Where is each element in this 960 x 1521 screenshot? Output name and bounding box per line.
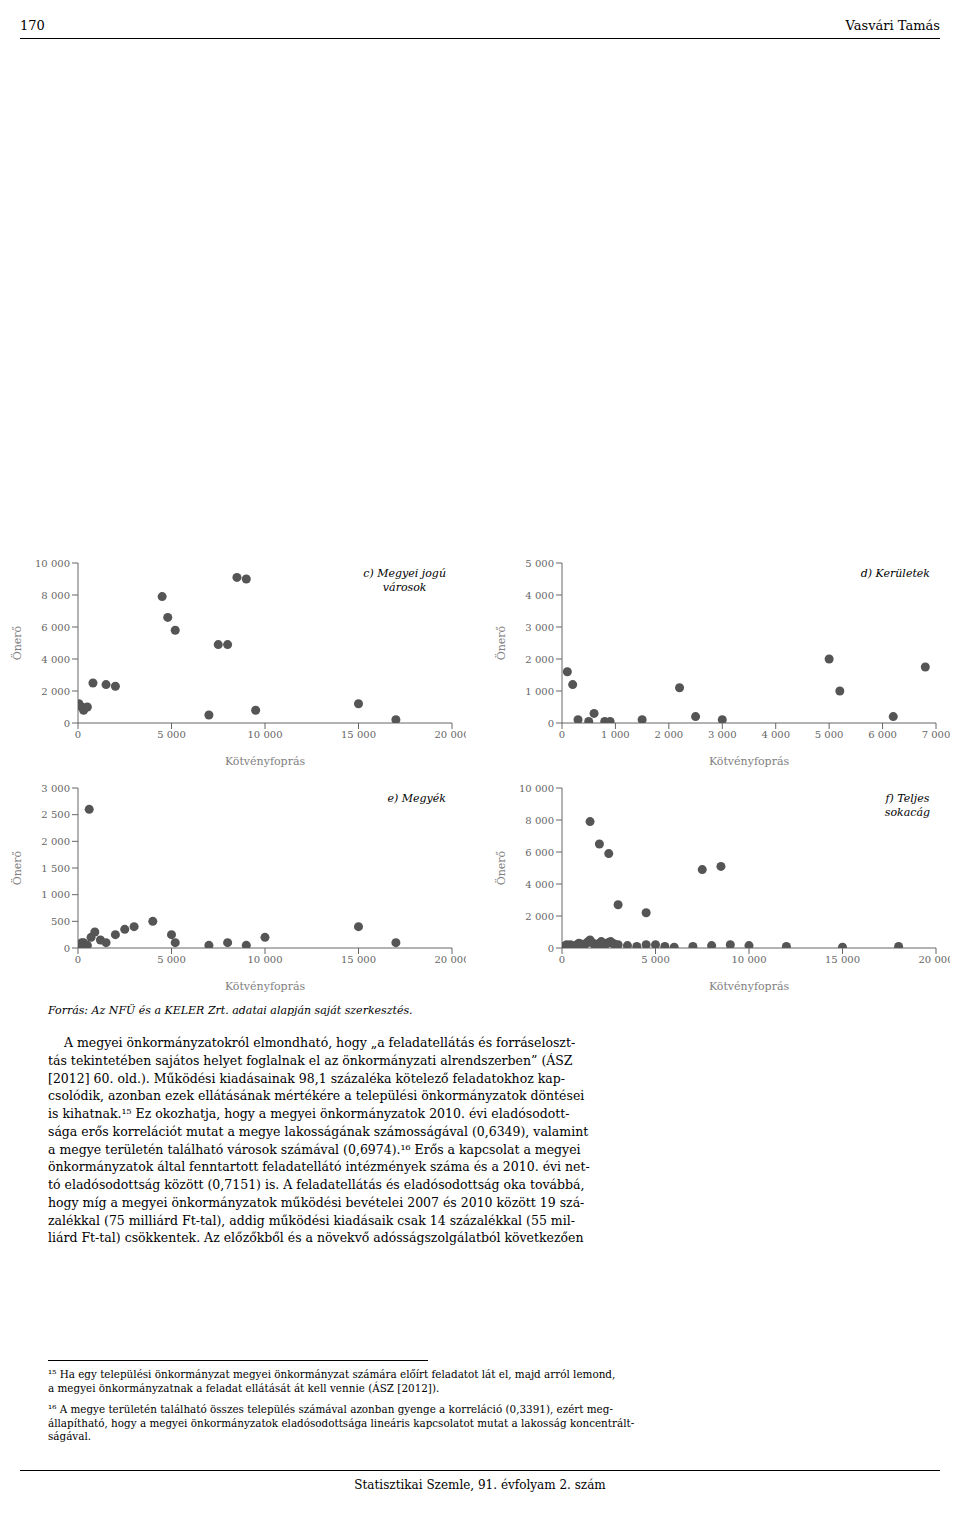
svg-text:0: 0 — [559, 729, 565, 740]
svg-text:10 000: 10 000 — [519, 783, 554, 794]
html-text:is kihatnak.¹⁵ Ez okozhatja, h: is kihatnak.¹⁵ Ez okozhatja, hogy a megy… — [48, 1106, 570, 1121]
svg-text:4 000: 4 000 — [525, 879, 554, 890]
svg-text:4 000: 4 000 — [761, 729, 790, 740]
html-text:zalékkal (75 milliárd Ft-tal),: zalékkal (75 milliárd Ft-tal), addig műk… — [48, 1212, 575, 1228]
svg-text:1 000: 1 000 — [601, 729, 630, 740]
html-text:a megye területén található vá: a megye területén található városok szám… — [48, 1141, 581, 1157]
svg-text:10 000: 10 000 — [35, 558, 70, 569]
svg-text:Kötvényfорrás: Kötvényfорrás — [225, 755, 306, 768]
svg-text:7 000: 7 000 — [922, 729, 950, 740]
svg-text:10 000: 10 000 — [248, 954, 283, 965]
svg-text:5 000: 5 000 — [525, 558, 554, 569]
svg-text:Kötvényfорrás: Kötvényfорrás — [709, 980, 790, 993]
html-text:ságával.: ságával. — [48, 1430, 92, 1443]
svg-text:1 500: 1 500 — [41, 863, 70, 874]
html-text:sága erős korrelációt mutat a: sága erős korrelációt mutat a megye lako… — [48, 1123, 589, 1139]
svg-text:4 000: 4 000 — [525, 590, 554, 601]
html-text:[2012] 60. old.). Működési kia: [2012] 60. old.). Működési kiadásainak 9… — [48, 1070, 565, 1086]
html-text:tó eladósodottság között (0,71: tó eladósodottság között (0,7151) is. A … — [48, 1177, 585, 1192]
svg-text:500: 500 — [51, 916, 70, 927]
svg-text:20 000: 20 000 — [435, 954, 467, 965]
svg-text:5 000: 5 000 — [641, 954, 670, 965]
svg-text:3 000: 3 000 — [41, 783, 70, 794]
html-text:f) Teljes sokасág: f) Teljes sokасág — [884, 792, 930, 820]
html-text:állapítható, hogy a megyei önk: állapítható, hogy a megyei önkormányzato… — [48, 1416, 635, 1429]
svg-text:15 000: 15 000 — [341, 954, 376, 965]
svg-text:Önerő: Önerő — [494, 850, 508, 885]
html-text:e) Megyék: e) Megyék — [387, 792, 446, 805]
svg-text:0: 0 — [64, 943, 70, 954]
html-text:a megyei önkormányzatnak a fel: a megyei önkormányzatnak a feladat ellát… — [48, 1381, 440, 1394]
svg-text:8 000: 8 000 — [525, 815, 554, 826]
svg-text:2 000: 2 000 — [525, 654, 554, 665]
svg-text:10 000: 10 000 — [732, 954, 767, 965]
svg-text:8 000: 8 000 — [41, 590, 70, 601]
svg-text:0: 0 — [548, 718, 554, 729]
html-text:¹⁶ A megye területén található: ¹⁶ A megye területén található összes te… — [48, 1403, 613, 1415]
html-text:liárd Ft-tal) csökkentek. Az e: liárd Ft-tal) csökkentek. Az előzőkből é… — [48, 1230, 584, 1246]
svg-text:1 000: 1 000 — [41, 889, 70, 900]
html-text:Statisztikai Szemle, 91. évfol: Statisztikai Szemle, 91. évfolyam 2. szá… — [354, 1478, 606, 1492]
svg-text:Kötvényfорrás: Kötvényfорrás — [709, 755, 790, 768]
svg-text:0: 0 — [75, 729, 81, 740]
svg-text:15 000: 15 000 — [825, 954, 860, 965]
svg-text:Önerő: Önerő — [10, 625, 24, 660]
svg-text:6 000: 6 000 — [41, 622, 70, 633]
svg-text:0: 0 — [64, 718, 70, 729]
svg-text:Kötvényfорrás: Kötvényfорrás — [225, 980, 306, 993]
svg-text:5 000: 5 000 — [815, 729, 844, 740]
html-text:A megyei önkormányzatokról elm: A megyei önkormányzatokról elmondható, h… — [48, 1035, 576, 1050]
html-text:Vasvári Tamás: Vasvári Tamás — [845, 18, 940, 33]
svg-text:Önerő: Önerő — [10, 850, 24, 885]
html-text:170: 170 — [20, 18, 45, 33]
svg-text:6 000: 6 000 — [525, 847, 554, 858]
svg-text:Önerő: Önerő — [494, 625, 508, 660]
html-text:tás tekintetében sajátos helye: tás tekintetében sajátos helyet foglalna… — [48, 1052, 573, 1068]
svg-text:0: 0 — [75, 954, 81, 965]
html-text:d) Kerületek: d) Kerületek — [860, 567, 930, 580]
svg-text:0: 0 — [548, 943, 554, 954]
svg-text:3 000: 3 000 — [525, 622, 554, 633]
svg-text:2 000: 2 000 — [41, 836, 70, 847]
svg-text:15 000: 15 000 — [341, 729, 376, 740]
svg-text:1 000: 1 000 — [525, 686, 554, 697]
svg-text:2 000: 2 000 — [655, 729, 684, 740]
html-text:Forrás: Az NFÜ és a KELER Zrt.: Forrás: Az NFÜ és a KELER Zrt. adatai al… — [48, 1004, 413, 1017]
html-text:¹⁵ Ha egy települési önkormány: ¹⁵ Ha egy települési önkormányzat megyei… — [48, 1368, 616, 1380]
svg-text:5 000: 5 000 — [157, 954, 186, 965]
svg-text:6 000: 6 000 — [868, 729, 897, 740]
html-text:csolódik, azonban ezek ellátás: csolódik, azonban ezek ellátásának mérté… — [48, 1088, 585, 1104]
svg-text:20 000: 20 000 — [919, 954, 951, 965]
svg-text:3 000: 3 000 — [708, 729, 737, 740]
svg-text:2 500: 2 500 — [41, 809, 70, 820]
html-text:önkormányzatok által fenntarto: önkormányzatok által fenntartott feladat… — [48, 1159, 590, 1175]
svg-text:0: 0 — [559, 954, 565, 965]
svg-text:2 000: 2 000 — [525, 911, 554, 922]
html-text:hogy míg a megyei önkormányzat: hogy míg a megyei önkormányzatok működés… — [48, 1194, 585, 1210]
svg-text:10 000: 10 000 — [248, 729, 283, 740]
svg-text:5 000: 5 000 — [157, 729, 186, 740]
svg-text:2 000: 2 000 — [41, 686, 70, 697]
html-text:c) Megyei jogú városok: c) Megyei jogú városok — [363, 567, 446, 595]
svg-text:4 000: 4 000 — [41, 654, 70, 665]
svg-text:20 000: 20 000 — [435, 729, 467, 740]
